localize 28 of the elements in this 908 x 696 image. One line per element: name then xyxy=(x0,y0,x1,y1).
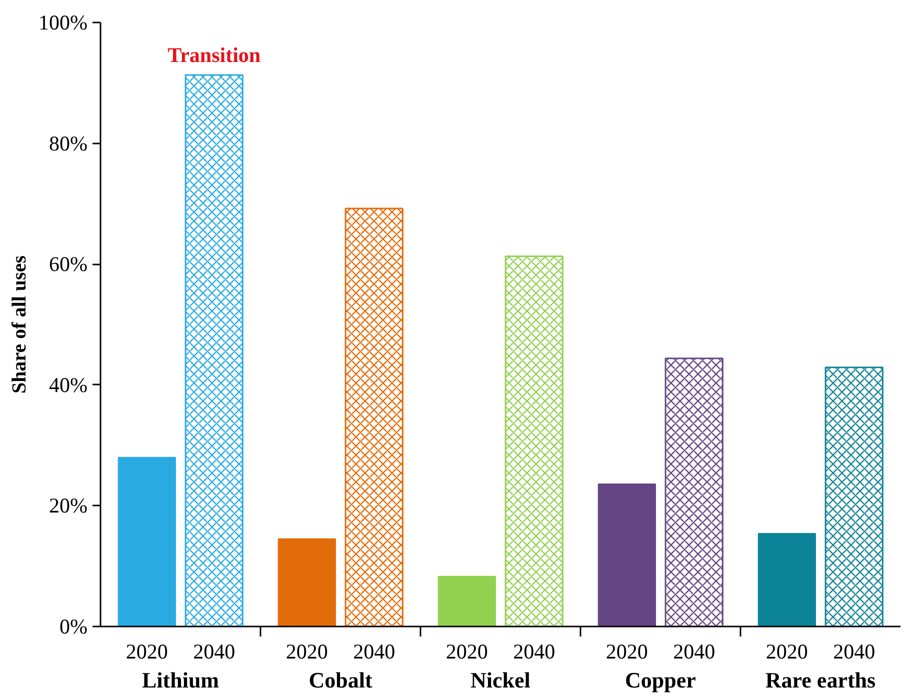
y-tick-label: 80% xyxy=(49,131,88,156)
y-tick-label: 0% xyxy=(60,614,88,638)
bar xyxy=(758,532,816,626)
x-tick-label: Copper xyxy=(625,668,696,692)
text: 2040 xyxy=(353,640,396,664)
text: 2020 xyxy=(766,640,808,664)
x-tick-label: Lithium xyxy=(142,668,220,692)
annotation: Transition xyxy=(168,43,261,68)
text: 2040 xyxy=(833,640,876,664)
y-tick-label: 100% xyxy=(38,10,88,34)
y-tick-label: 60% xyxy=(49,252,88,276)
y-tick-label: 20% xyxy=(49,494,88,518)
bar xyxy=(278,538,336,626)
y-axis-title: Share of all uses xyxy=(8,255,31,394)
text: 2020 xyxy=(606,640,648,664)
x-tick-label: Rare earths xyxy=(765,668,876,692)
x-tick-label: Cobalt xyxy=(308,668,373,692)
series-label: 2020 xyxy=(126,640,168,664)
text: 2040 xyxy=(513,640,556,664)
text: 2040 xyxy=(673,640,716,664)
bar xyxy=(438,576,496,626)
text: 2020 xyxy=(286,640,328,664)
series-label: 2040 xyxy=(193,640,236,664)
bar xyxy=(118,456,176,626)
y-tick-label: 40% xyxy=(49,372,88,397)
text: 2020 xyxy=(446,640,488,664)
bar xyxy=(598,483,656,626)
x-tick-label: Nickel xyxy=(470,668,530,692)
